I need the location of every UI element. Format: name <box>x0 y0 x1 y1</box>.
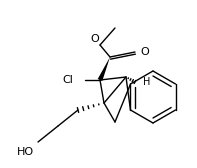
Text: O: O <box>140 47 149 57</box>
Polygon shape <box>98 57 110 81</box>
Text: HO: HO <box>17 147 34 157</box>
Text: O: O <box>90 34 99 44</box>
Text: H: H <box>143 77 150 87</box>
Text: Cl: Cl <box>62 75 73 85</box>
